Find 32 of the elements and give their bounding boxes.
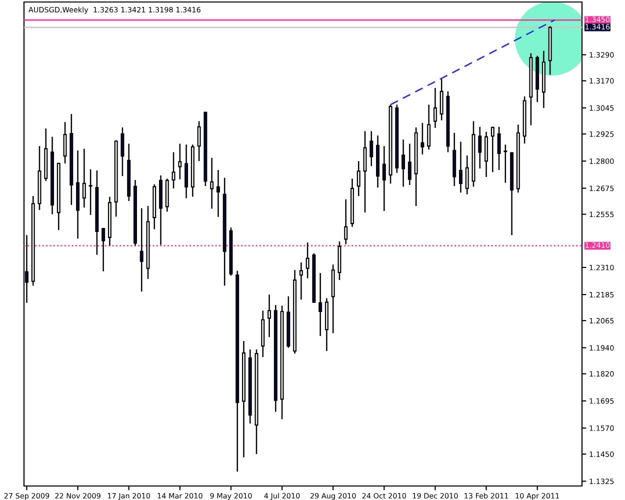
candlestick bbox=[490, 126, 494, 173]
candlestick bbox=[370, 130, 374, 167]
candlestick bbox=[299, 262, 303, 300]
candlestick bbox=[318, 272, 322, 337]
candlestick bbox=[140, 208, 144, 292]
candlestick bbox=[382, 145, 386, 212]
candlestick bbox=[216, 169, 220, 218]
candlestick bbox=[504, 144, 508, 184]
candlestick bbox=[178, 143, 182, 180]
candlestick bbox=[478, 126, 482, 170]
candlestick bbox=[402, 138, 406, 188]
candlestick bbox=[210, 157, 214, 210]
candlestick bbox=[172, 152, 176, 190]
candlestick bbox=[88, 168, 92, 216]
candlestick bbox=[268, 294, 272, 338]
candlestick bbox=[344, 198, 348, 245]
candlestick bbox=[63, 121, 67, 164]
candlestick bbox=[440, 78, 444, 121]
candlestick bbox=[197, 120, 201, 162]
candlestick bbox=[306, 242, 310, 279]
candlestick bbox=[433, 87, 437, 129]
candlestick bbox=[420, 122, 424, 155]
candlestick bbox=[465, 154, 469, 195]
candlestick bbox=[408, 143, 412, 186]
candlestick bbox=[356, 160, 360, 197]
candlestick bbox=[497, 126, 501, 171]
candlestick bbox=[427, 104, 431, 150]
candlestick bbox=[120, 126, 124, 177]
candlestick bbox=[102, 227, 106, 272]
candlestick bbox=[82, 148, 86, 208]
candlestick bbox=[184, 144, 188, 199]
candlestick bbox=[458, 141, 462, 194]
